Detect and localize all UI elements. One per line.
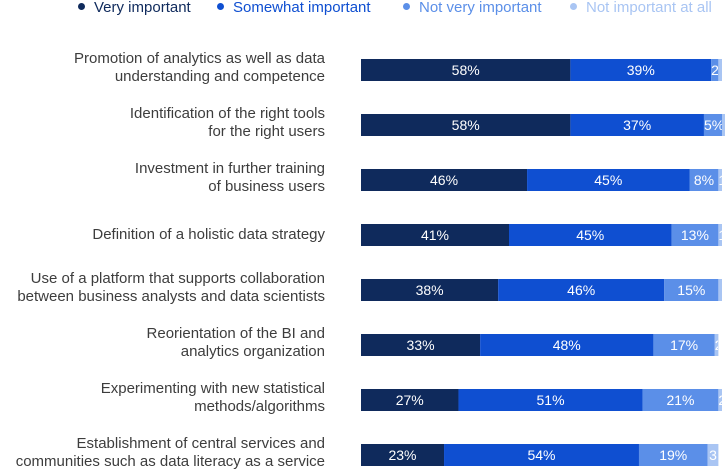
- data-label: 46%: [430, 172, 459, 188]
- data-label: 2: [715, 334, 719, 356]
- bar-segment: [689, 169, 719, 191]
- data-label: 17%: [670, 337, 699, 353]
- bar-segment: [664, 279, 719, 301]
- bar-segment: [718, 224, 722, 246]
- category-label-line: Definition of a holistic data strategy: [92, 226, 325, 243]
- category-label: Establishment of central services and com…: [16, 435, 325, 471]
- category-label-line: methods/algorithms: [194, 398, 325, 415]
- chart-legend: Very important Somewhat important Not very…: [0, 0, 725, 18]
- category-label: Experimenting with new statistical method…: [101, 380, 325, 416]
- data-label: 21%: [666, 392, 695, 408]
- bar-segment: [361, 59, 571, 81]
- legend-item-1: Somewhat important: [217, 0, 371, 18]
- bar-segment: [703, 114, 722, 136]
- legend-dot-icon: [217, 3, 224, 10]
- bar-segment: [642, 389, 719, 411]
- bar-segment: [718, 389, 722, 411]
- category-label-line: Identification of the right tools: [129, 105, 325, 122]
- data-label: 2: [718, 389, 722, 411]
- legend-label: Very important: [94, 0, 191, 16]
- category-label: Identification of the right tools for the…: [130, 105, 325, 141]
- data-label: 8%: [693, 172, 715, 188]
- bar-segment: [718, 169, 722, 191]
- bar-segment: [714, 334, 719, 356]
- legend-item-2: Not very important: [403, 0, 542, 18]
- category-label-line: Experimenting with new statistical: [100, 380, 325, 397]
- data-label: 38%: [415, 282, 444, 298]
- bar-segment: [707, 444, 719, 466]
- category-label-line: analytics organization: [180, 343, 325, 360]
- data-label: 58%: [451, 62, 480, 78]
- bar-segment: [509, 224, 672, 246]
- legend-label: Not very important: [419, 0, 542, 16]
- data-label: 27%: [395, 392, 424, 408]
- data-label: 46%: [567, 282, 596, 298]
- data-label: 3: [709, 447, 717, 463]
- bar-segment: [361, 114, 571, 136]
- bar-segment: [638, 444, 708, 466]
- bar-segment: [718, 279, 722, 301]
- data-label: 45%: [594, 172, 623, 188]
- bar-segment: [653, 334, 715, 356]
- category-label-line: for the right users: [208, 123, 325, 140]
- legend-item-3: Not important at all: [570, 0, 712, 18]
- legend-dot-icon: [570, 3, 577, 10]
- bar-segment: [718, 59, 722, 81]
- data-label: 39%: [626, 62, 655, 78]
- bar-segment: [361, 334, 481, 356]
- data-label: 23%: [388, 447, 417, 463]
- data-label: 48%: [552, 337, 581, 353]
- data-label: 1: [718, 224, 722, 246]
- legend-label: Somewhat important: [233, 0, 371, 16]
- legend-dot-icon: [403, 3, 410, 10]
- bar-segment: [498, 279, 665, 301]
- bar-segment: [361, 279, 499, 301]
- category-label: Definition of a holistic data strategy: [92, 226, 325, 244]
- legend-label: Not important at all: [586, 0, 712, 16]
- bar-segment: [480, 334, 654, 356]
- category-label-line: of business users: [208, 178, 325, 195]
- legend-dot-icon: [78, 3, 85, 10]
- data-label: 45%: [576, 227, 605, 243]
- bar-segment: [444, 444, 639, 466]
- data-label: 2: [711, 62, 719, 78]
- category-label-line: Use of a platform that supports collabor…: [30, 270, 325, 287]
- legend-item-0: Very important: [78, 0, 191, 18]
- bar-segment: [570, 114, 704, 136]
- data-label: 5%: [703, 117, 722, 133]
- bar-segment: [722, 114, 725, 136]
- bar-segment: [361, 224, 510, 246]
- data-label: 1: [718, 169, 722, 191]
- data-label: 54%: [527, 447, 556, 463]
- category-label: Investment in further training of busines…: [135, 160, 325, 196]
- category-label-line: understanding and competence: [114, 68, 325, 85]
- data-label: 19%: [659, 447, 688, 463]
- bar-segment: [570, 59, 712, 81]
- category-label: Reorientation of the BI and analytics org…: [147, 325, 325, 361]
- bar-segment: [361, 389, 459, 411]
- data-label: 33%: [406, 337, 435, 353]
- category-label-line: Reorientation of the BI and: [146, 325, 325, 342]
- category-label-line: between business analysts and data scien…: [17, 288, 325, 305]
- category-label-line: Establishment of central services and: [76, 435, 325, 452]
- data-label: 15%: [677, 282, 706, 298]
- category-label-line: Promotion of analytics as well as data: [74, 50, 325, 67]
- bar-segment: [527, 169, 690, 191]
- data-label: 58%: [451, 117, 480, 133]
- bar-segment: [361, 169, 528, 191]
- bar-segment: [671, 224, 719, 246]
- data-label: 13%: [680, 227, 709, 243]
- category-label: Use of a platform that supports collabor…: [17, 270, 325, 306]
- category-label-line: Investment in further training: [134, 160, 325, 177]
- data-label: 37%: [623, 117, 652, 133]
- category-label-line: communities such as data literacy as a s…: [15, 453, 325, 470]
- bar-segment: [711, 59, 719, 81]
- category-label: Promotion of analytics as well as data un…: [74, 50, 325, 86]
- bar-segment: [458, 389, 643, 411]
- bar-segment: [361, 444, 445, 466]
- data-label: 41%: [420, 227, 450, 243]
- data-label: 51%: [536, 392, 565, 408]
